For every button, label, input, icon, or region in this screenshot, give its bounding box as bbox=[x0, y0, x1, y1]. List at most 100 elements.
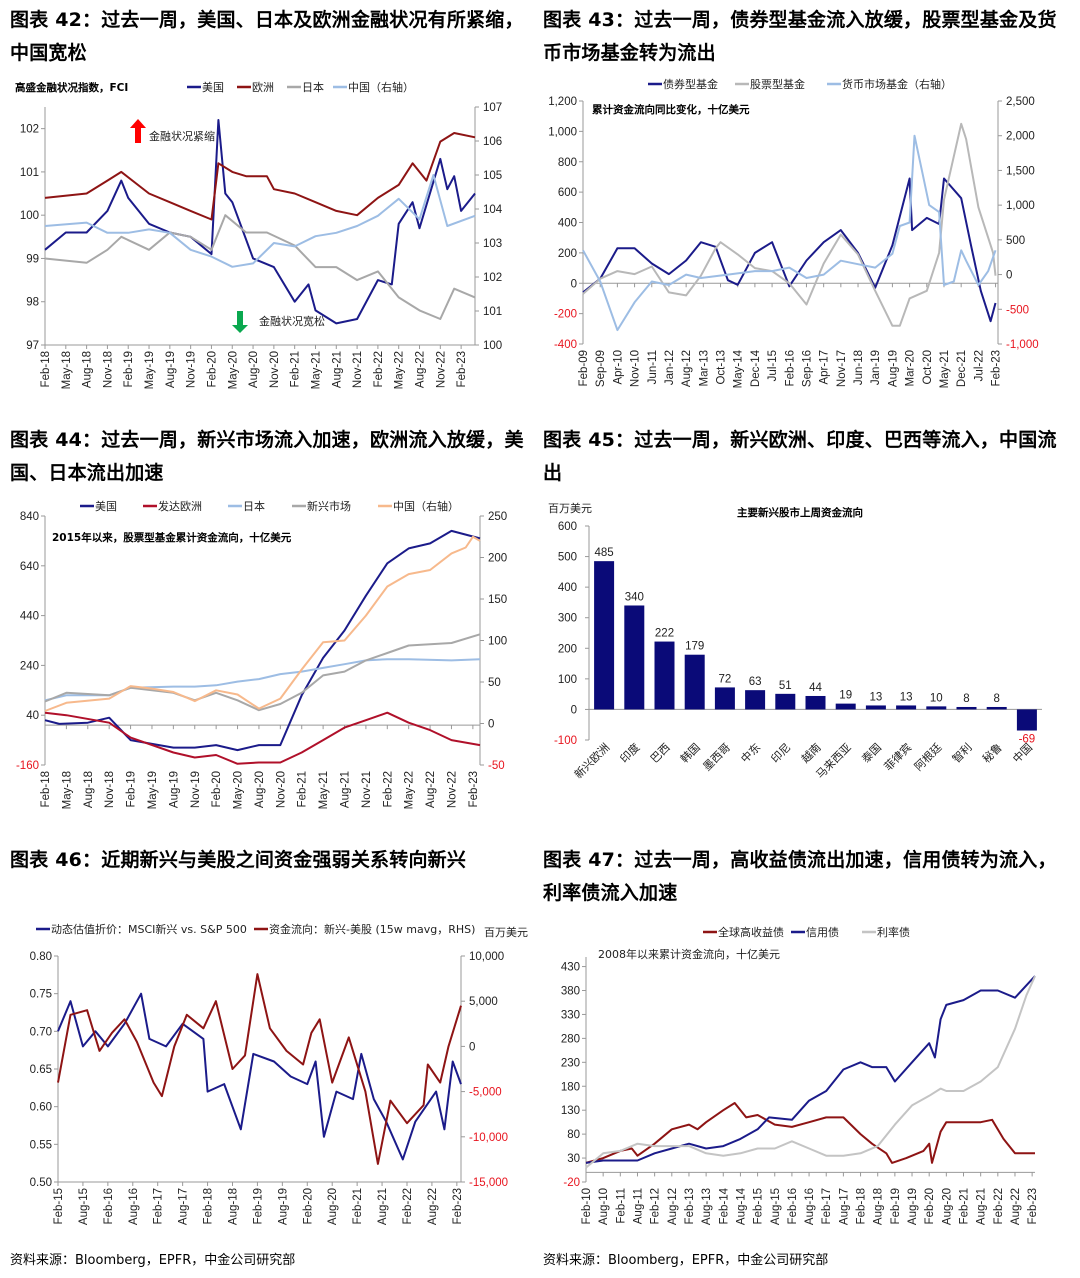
x-tick-label: Aug-20 bbox=[941, 1188, 953, 1225]
x-tick-label: Aug-22 bbox=[415, 351, 427, 388]
y-left-tick-label: 180 bbox=[561, 1081, 580, 1093]
y-left-tick-label: 230 bbox=[561, 1057, 580, 1069]
y-right-tick-label: 104 bbox=[483, 204, 503, 216]
bar-category-label: 印度 bbox=[617, 740, 642, 765]
legend-label: 货币市场基金（右轴） bbox=[842, 77, 952, 91]
y-left-tick-label: 840 bbox=[20, 511, 39, 523]
y-left-tick-label: 430 bbox=[561, 962, 580, 974]
y-left-tick-label: 600 bbox=[558, 187, 577, 199]
bar-category-label: 巴西 bbox=[648, 741, 673, 766]
y-left-tick-label: 99 bbox=[26, 253, 39, 265]
x-tick-label: Aug-15 bbox=[78, 1188, 90, 1225]
bar-value-label: 8 bbox=[993, 693, 999, 705]
x-tick-label: Aug-19 bbox=[277, 1188, 289, 1225]
y-left-tick-label: 30 bbox=[567, 1153, 580, 1165]
bar-category-label: 菲律宾 bbox=[881, 740, 914, 773]
bar-value-label: 8 bbox=[963, 693, 969, 705]
y-right-tick-label: 1,500 bbox=[1006, 165, 1035, 177]
bar-越南 bbox=[805, 695, 826, 710]
chart-inner-title: 2015年以来，股票型基金累计资金流向，十亿美元 bbox=[52, 531, 292, 544]
bar-value-label: -69 bbox=[1019, 734, 1036, 746]
y-right-tick-label: 200 bbox=[488, 553, 507, 565]
bar-category-label: 泰国 bbox=[859, 740, 884, 765]
y-left-tick-label: 97 bbox=[26, 340, 39, 352]
y-tick-label: 400 bbox=[558, 582, 577, 594]
x-tick-label: Feb-23 bbox=[456, 351, 468, 387]
y-right-tick-label: 0 bbox=[488, 719, 494, 731]
y-left-tick-label: 98 bbox=[26, 297, 39, 309]
x-tick-label: Nov-22 bbox=[435, 351, 447, 388]
bar-新兴欧洲 bbox=[594, 561, 615, 710]
x-tick-label: Nov-21 bbox=[352, 351, 364, 388]
x-tick-label: Aug-22 bbox=[1010, 1188, 1022, 1225]
x-tick-label: Feb-18 bbox=[203, 1188, 215, 1224]
c46-chart: 0.50 0.55 0.60 0.65 0.70 0.75 0.80 -15,000 -10,0… bbox=[30, 922, 528, 1225]
x-tick-label: Nov-17 bbox=[836, 350, 848, 387]
y-right-tick-label: -5,000 bbox=[469, 1087, 502, 1099]
bar-value-label: 13 bbox=[900, 691, 913, 703]
x-tick-label: Jan-12 bbox=[664, 350, 676, 385]
bar-value-label: 340 bbox=[625, 591, 644, 603]
annotation-tightening: 金融状况紧缩 bbox=[149, 129, 215, 143]
x-tick-label: May-21 bbox=[310, 351, 322, 389]
y-right-tick-label: -50 bbox=[488, 760, 505, 772]
y-right-tick-label: -15,000 bbox=[469, 1177, 508, 1189]
legend-label: 美国 bbox=[202, 81, 224, 94]
y-right-tick-label: 1,000 bbox=[1006, 200, 1035, 212]
y-right-tick-label: 100 bbox=[488, 636, 507, 648]
bar-泰国 bbox=[865, 705, 886, 710]
chart-43-title: 图表 43：过去一周，债券型基金流入放缓，股票型基金及货币市场基金转为流出 bbox=[543, 9, 1057, 64]
y-left-tick-label: 380 bbox=[561, 986, 580, 998]
x-tick-label: Aug-21 bbox=[340, 771, 352, 808]
series-line-1 bbox=[57, 992, 462, 1161]
x-tick-label: Feb-21 bbox=[959, 1188, 971, 1224]
x-tick-label: May-14 bbox=[733, 349, 745, 388]
x-tick-label: Nov-20 bbox=[269, 351, 281, 388]
bar-巴西 bbox=[654, 641, 675, 710]
bar-印尼 bbox=[775, 693, 796, 710]
chart-42-title: 图表 42：过去一周，美国、日本及欧洲金融状况有所紧缩，中国宽松 bbox=[10, 9, 524, 64]
legend-label: 欧洲 bbox=[252, 81, 274, 94]
y-left-tick-label: 440 bbox=[20, 611, 39, 623]
x-tick-label: Feb-17 bbox=[153, 1188, 165, 1224]
y-tick-label: 200 bbox=[558, 643, 577, 655]
x-tick-label: Jun-11 bbox=[647, 350, 659, 384]
x-tick-label: May-18 bbox=[61, 351, 73, 389]
x-tick-label: Aug-11 bbox=[632, 1188, 644, 1224]
chart-44-title: 图表 44：过去一周，新兴市场流入加速，欧洲流入放缓，美国、日本流出加速 bbox=[10, 429, 524, 484]
x-tick-label: Feb-23 bbox=[452, 1188, 464, 1224]
x-tick-label: Mar-20 bbox=[905, 350, 917, 386]
y-left-tick-label: 1,000 bbox=[548, 126, 577, 138]
bar-智利 bbox=[956, 706, 977, 710]
y-right-tick-label: 105 bbox=[483, 170, 502, 182]
y-right-tick-label: 106 bbox=[483, 136, 502, 148]
x-tick-label: Nov-20 bbox=[275, 771, 287, 808]
x-tick-label: Aug-20 bbox=[254, 771, 266, 808]
x-tick-label: Aug-12 bbox=[681, 350, 693, 387]
x-tick-label: Aug-21 bbox=[976, 1188, 988, 1225]
x-tick-label: Feb-20 bbox=[302, 1188, 314, 1224]
y-left-tick-label: 0.65 bbox=[30, 1064, 52, 1076]
chart-45-title: 图表 45：过去一周，新兴欧洲、印度、巴西等流入，中国流出 bbox=[543, 429, 1057, 484]
x-tick-label: Aug-21 bbox=[377, 1188, 389, 1225]
x-tick-label: Aug-17 bbox=[178, 1188, 190, 1225]
bar-category-label: 中东 bbox=[738, 741, 763, 766]
x-tick-label: Aug-22 bbox=[427, 1188, 439, 1225]
x-tick-label: Nov-19 bbox=[186, 351, 198, 388]
x-tick-label: Feb-21 bbox=[352, 1188, 364, 1224]
y-right-tick-label: -1,000 bbox=[1006, 339, 1039, 351]
x-tick-label: Feb-20 bbox=[924, 1188, 936, 1224]
x-tick-label: Nov-18 bbox=[102, 351, 114, 388]
bar-印度 bbox=[624, 605, 645, 710]
x-tick-label: Aug-12 bbox=[667, 1188, 679, 1225]
arrow-up-icon bbox=[130, 119, 146, 143]
y-right-tick-label: 101 bbox=[483, 306, 502, 318]
x-tick-label: Apr-17 bbox=[819, 350, 831, 385]
x-tick-label: Feb-18 bbox=[856, 1188, 868, 1224]
y-left-tick-label: 330 bbox=[561, 1009, 580, 1021]
series-line-1 bbox=[582, 177, 997, 323]
x-tick-label: Oct-13 bbox=[716, 350, 728, 385]
y-right-tick-label: 10,000 bbox=[469, 951, 504, 963]
c43-chart: -400 -200 0 200 400 600 800 1,000 1,200 -1,000 -50… bbox=[548, 77, 1038, 388]
x-tick-label: Feb-18 bbox=[40, 351, 52, 387]
